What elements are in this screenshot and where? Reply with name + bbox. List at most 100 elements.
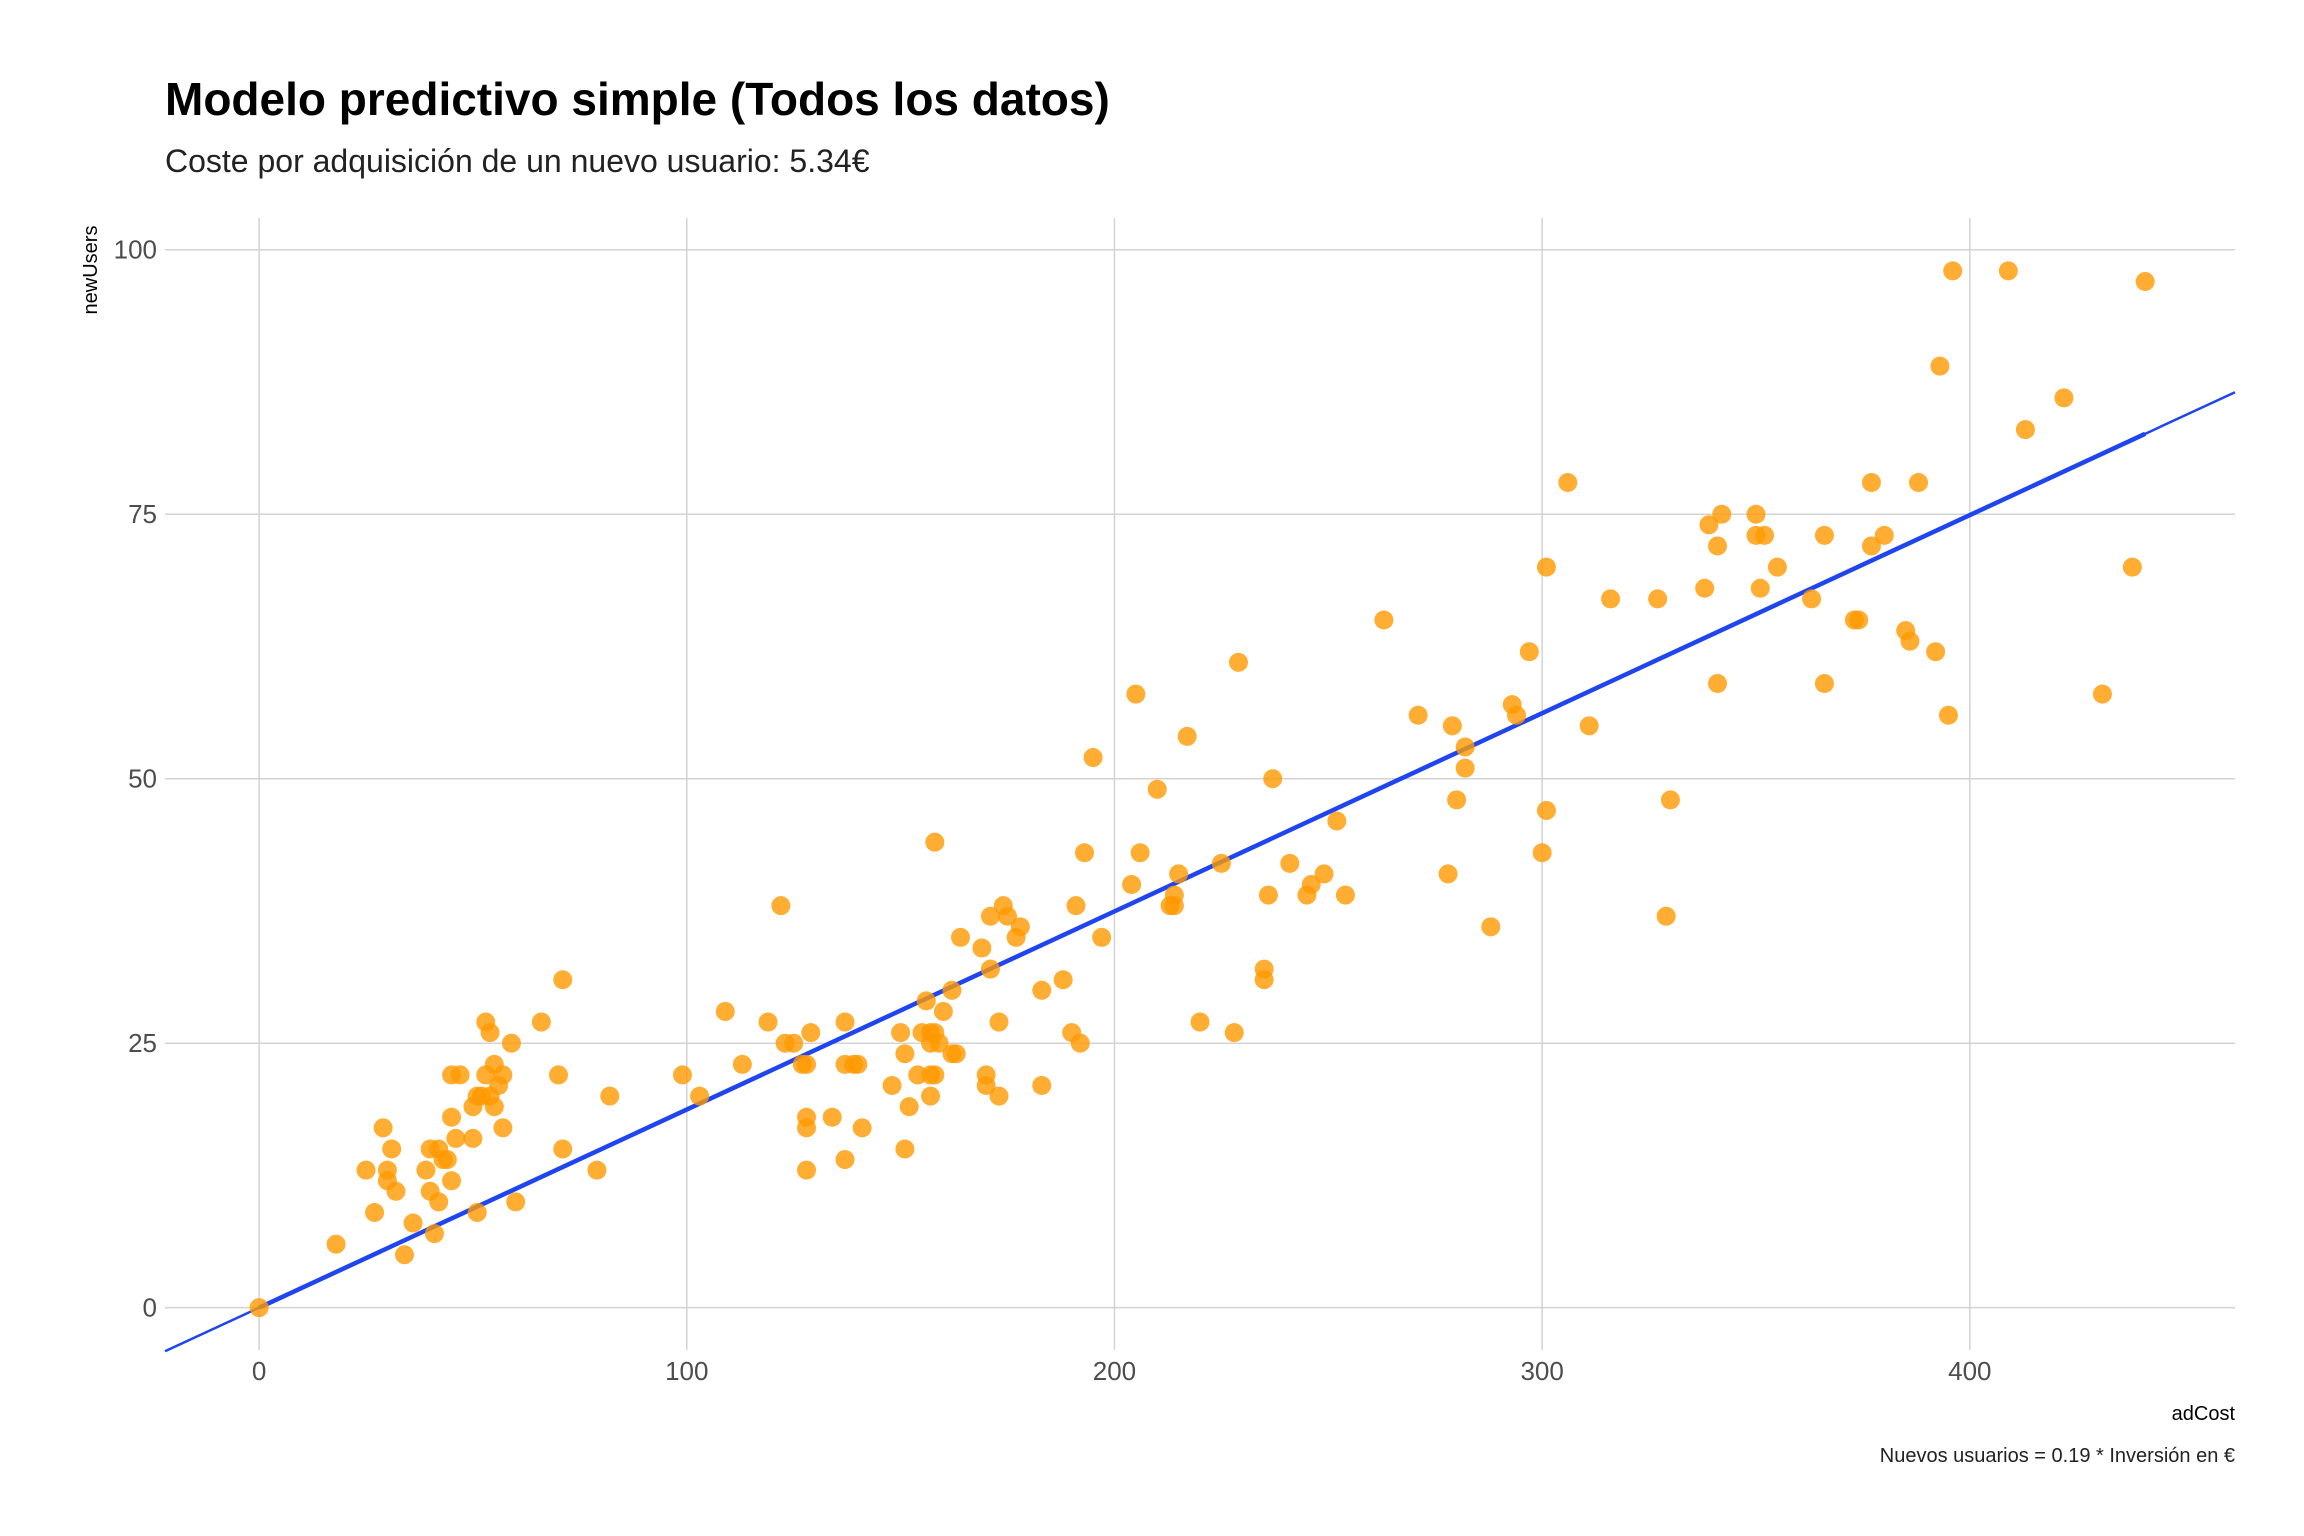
- data-point: [1767, 557, 1787, 577]
- data-point: [1746, 504, 1766, 524]
- data-point: [1083, 748, 1103, 768]
- data-point: [715, 1001, 735, 1021]
- data-point: [690, 1086, 710, 1106]
- data-point: [921, 1086, 941, 1106]
- data-point: [852, 1118, 872, 1138]
- chart-title: Modelo predictivo simple (Todos los dato…: [165, 73, 1110, 125]
- data-point: [1258, 885, 1278, 905]
- data-point: [501, 1033, 521, 1053]
- data-point: [1506, 705, 1526, 725]
- data-point: [1519, 642, 1539, 662]
- data-point: [835, 1150, 855, 1170]
- data-point: [899, 1097, 919, 1117]
- data-point: [1228, 652, 1248, 672]
- data-point: [1648, 589, 1668, 609]
- data-point: [467, 1202, 487, 1222]
- data-point: [980, 906, 1000, 926]
- data-point: [835, 1012, 855, 1032]
- data-point: [2135, 271, 2155, 291]
- data-point: [882, 1076, 902, 1096]
- data-point: [1814, 673, 1834, 693]
- data-point: [1032, 980, 1052, 1000]
- data-point: [326, 1234, 346, 1254]
- x-tick-label: 0: [252, 1356, 266, 1386]
- data-point: [1070, 1033, 1090, 1053]
- data-point: [531, 1012, 551, 1032]
- data-point: [1750, 578, 1770, 598]
- y-tick-label: 100: [114, 235, 157, 265]
- data-point: [1699, 515, 1719, 535]
- data-point: [925, 1065, 945, 1085]
- data-point: [600, 1086, 620, 1106]
- data-point: [1408, 705, 1428, 725]
- data-point: [373, 1118, 393, 1138]
- data-point: [1301, 875, 1321, 895]
- data-point: [925, 832, 945, 852]
- data-point: [493, 1118, 513, 1138]
- data-point: [403, 1213, 423, 1233]
- data-point: [895, 1044, 915, 1064]
- y-tick-label: 0: [143, 1293, 157, 1323]
- data-point: [2015, 420, 2035, 440]
- data-point: [1442, 716, 1462, 736]
- data-point: [1438, 864, 1458, 884]
- data-point: [1126, 684, 1146, 704]
- chart-caption: Nuevos usuarios = 0.19 * Inversión en €: [1880, 1445, 2235, 1467]
- data-point: [2054, 388, 2074, 408]
- data-point: [395, 1245, 415, 1265]
- data-point: [1263, 769, 1283, 789]
- data-point: [784, 1033, 804, 1053]
- data-point: [950, 927, 970, 947]
- data-point: [1802, 589, 1822, 609]
- data-point: [946, 1044, 966, 1064]
- data-point: [1177, 726, 1197, 746]
- data-point: [548, 1065, 568, 1085]
- data-point: [998, 906, 1018, 926]
- data-point: [1861, 472, 1881, 492]
- data-point: [972, 938, 992, 958]
- data-point: [1532, 843, 1552, 863]
- data-point: [1755, 525, 1775, 545]
- data-point: [1708, 673, 1727, 693]
- x-axis-title: adCost: [2172, 1403, 2236, 1425]
- data-point: [1943, 261, 1963, 281]
- data-point: [480, 1023, 500, 1043]
- data-point: [2122, 557, 2142, 577]
- data-point: [429, 1192, 449, 1212]
- data-point: [1254, 970, 1274, 990]
- data-point: [980, 959, 1000, 979]
- data-point: [493, 1065, 513, 1085]
- data-point: [1190, 1012, 1210, 1032]
- data-point: [933, 1001, 953, 1021]
- data-point: [1938, 705, 1958, 725]
- data-point: [1053, 970, 1073, 990]
- data-point: [1164, 896, 1184, 916]
- data-point: [1374, 610, 1394, 630]
- data-point: [1656, 906, 1676, 926]
- data-point: [1280, 853, 1300, 873]
- data-point: [1147, 779, 1167, 799]
- tick-labels: 0 25 50 75 100 0 100 200 300 400: [114, 235, 1992, 1386]
- data-point: [1224, 1023, 1244, 1043]
- data-point: [1010, 917, 1030, 937]
- data-point: [916, 991, 936, 1011]
- data-point: [942, 980, 962, 1000]
- data-point: [989, 1012, 1009, 1032]
- data-point: [976, 1076, 996, 1096]
- data-point: [1695, 578, 1715, 598]
- data-point: [446, 1128, 466, 1148]
- data-point: [1536, 800, 1556, 820]
- data-point: [424, 1224, 444, 1244]
- data-point: [1660, 790, 1680, 810]
- data-point: [416, 1160, 436, 1180]
- data-point: [1926, 642, 1946, 662]
- data-point: [1032, 1076, 1052, 1096]
- data-point: [553, 970, 573, 990]
- data-point: [1930, 356, 1950, 376]
- data-point: [1169, 864, 1189, 884]
- data-point: [365, 1202, 385, 1222]
- x-tick-label: 100: [665, 1356, 708, 1386]
- y-tick-label: 75: [128, 499, 157, 529]
- x-tick-label: 400: [1948, 1356, 1991, 1386]
- data-point: [382, 1139, 402, 1159]
